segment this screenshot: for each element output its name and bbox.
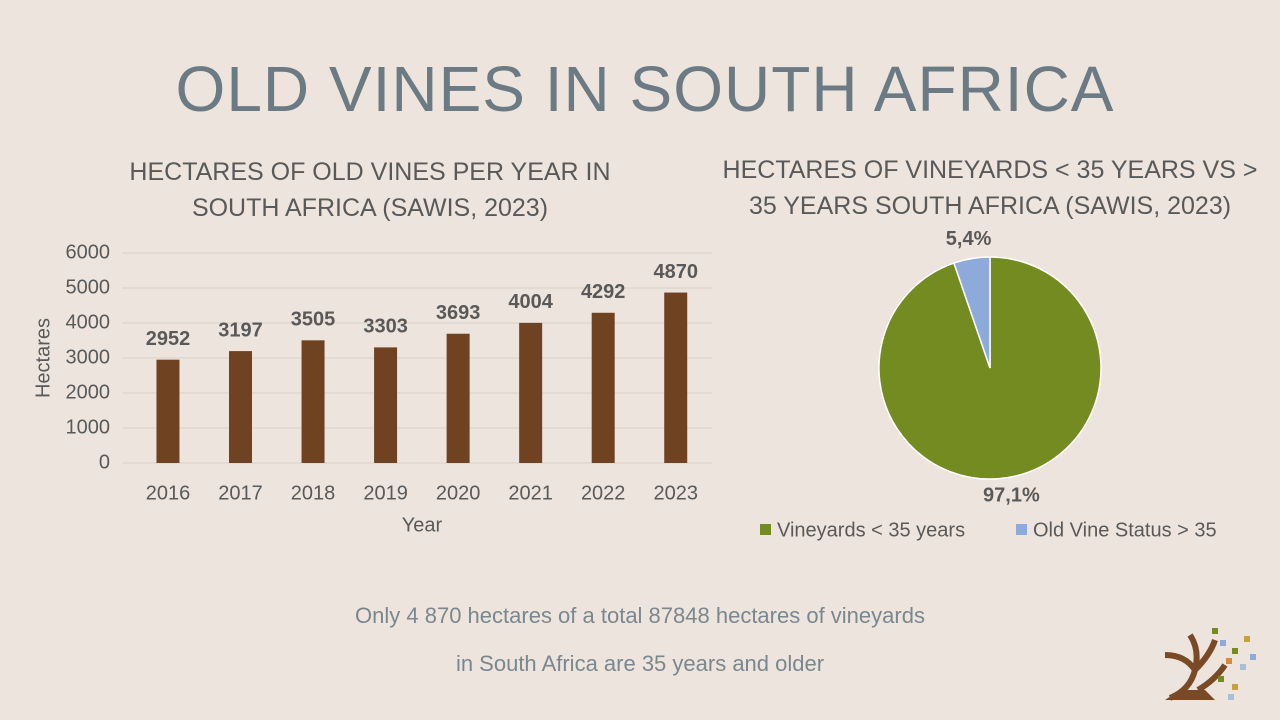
data-label: 3197	[218, 319, 263, 341]
data-label: 3693	[436, 302, 481, 324]
y-tick-label: 5000	[66, 276, 111, 298]
data-label: 3505	[291, 309, 336, 331]
bar	[591, 312, 615, 463]
x-axis-label: Year	[402, 514, 443, 536]
y-tick-label: 1000	[66, 416, 111, 438]
bar	[301, 340, 325, 463]
legend-label: Old Vine Status > 35	[1033, 519, 1217, 541]
logo	[1164, 628, 1256, 701]
x-tick-label: 2017	[218, 482, 263, 504]
x-tick-label: 2020	[436, 482, 481, 504]
data-label: 4870	[653, 261, 698, 283]
data-label: 2952	[146, 328, 191, 350]
data-label: 4004	[508, 291, 553, 313]
data-label: 97,1%	[983, 485, 1040, 507]
pie-slice	[952, 256, 991, 369]
x-tick-label: 2023	[653, 482, 698, 504]
legend-label: Vineyards < 35 years	[777, 519, 965, 541]
bar	[374, 347, 398, 463]
legend-swatch	[760, 524, 771, 535]
x-tick-label: 2022	[581, 482, 626, 504]
data-label: 4292	[581, 281, 626, 303]
x-tick-label: 2018	[291, 482, 336, 504]
chart-title: HECTARES OF OLD VINES PER YEAR IN SOUTH …	[129, 158, 611, 222]
y-tick-label: 4000	[66, 311, 111, 333]
data-label: 3303	[363, 316, 408, 338]
x-tick-label: 2019	[363, 482, 408, 504]
bar	[664, 292, 688, 463]
y-tick-label: 2000	[66, 381, 111, 403]
bar	[156, 359, 180, 463]
y-tick-label: 3000	[66, 346, 111, 368]
page-title: OLD VINES IN SOUTH AFRICA	[175, 53, 1115, 125]
x-tick-label: 2016	[146, 482, 191, 504]
x-tick-label: 2021	[508, 482, 553, 504]
y-axis-label: Hectares	[32, 318, 54, 398]
y-tick-label: 0	[99, 451, 110, 473]
footer-text: in South Africa are 35 years and older	[455, 651, 825, 676]
footer-text: Only 4 870 hectares of a total 87848 hec…	[355, 603, 925, 628]
data-label: 5,4%	[946, 228, 992, 250]
legend-swatch	[1016, 524, 1027, 535]
bar	[446, 333, 470, 463]
y-tick-label: 6000	[66, 241, 111, 263]
bar	[519, 322, 543, 463]
chart-title: HECTARES OF VINEYARDS < 35 YEARS VS > 35…	[722, 156, 1258, 220]
bar	[229, 351, 253, 463]
